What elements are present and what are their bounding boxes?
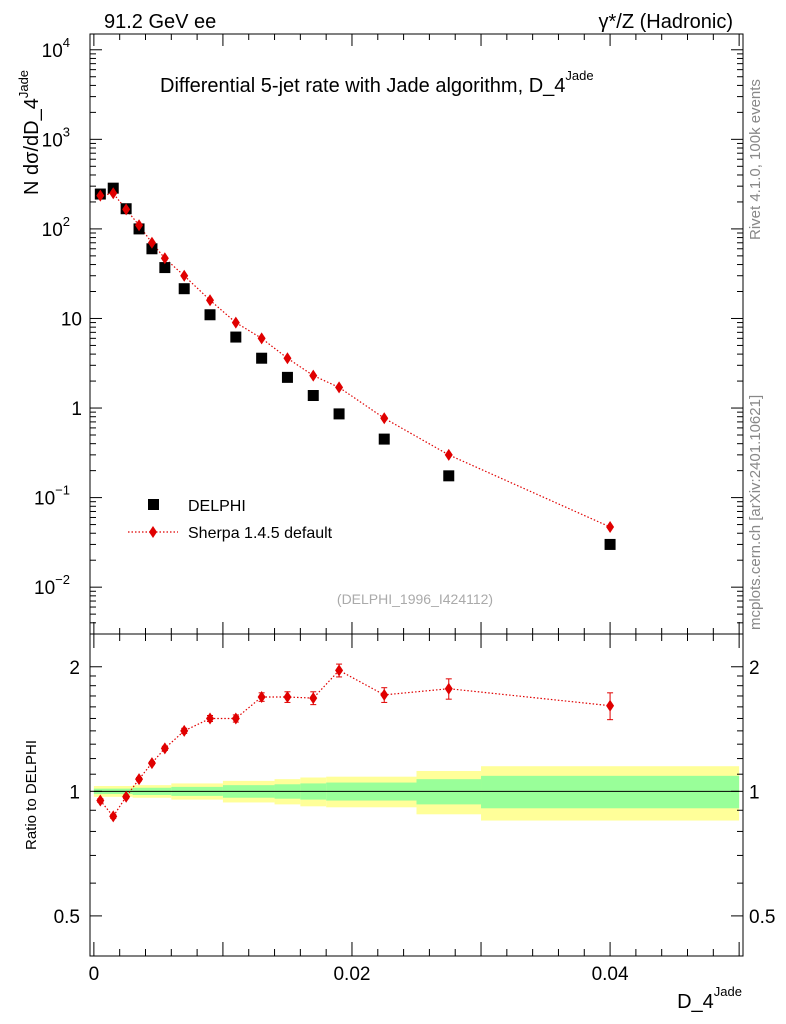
mc-point-marker <box>257 332 266 345</box>
ratio-point-marker <box>257 691 266 704</box>
main-y-tick-label: 104 <box>42 35 70 62</box>
header-energy-label: 91.2 GeV ee <box>104 11 216 33</box>
legend-mc-marker <box>149 526 157 538</box>
mc-point-marker <box>109 187 118 200</box>
main-title-sup: Jade <box>565 68 593 83</box>
main-y-tick-label-base: 1 <box>71 399 82 420</box>
mc-point-marker <box>206 294 215 307</box>
ratio-y-tick-label-right: 0.5 <box>749 907 775 928</box>
main-y-tick-label-base: 10 <box>42 220 63 241</box>
data-point-marker <box>256 352 268 364</box>
main-y-tick-label-exp: 3 <box>63 124 70 139</box>
ratio-uncertainty-band-inner <box>481 775 740 809</box>
mc-point-marker <box>606 520 615 533</box>
ratio-point-marker <box>180 724 189 737</box>
x-axis-label-text: D_4 <box>677 991 714 1013</box>
main-y-tick-label-exp: −2 <box>55 572 70 587</box>
data-point-marker <box>281 371 293 383</box>
main-y-tick-label: 10 <box>61 309 82 330</box>
ratio-point-marker <box>109 810 118 823</box>
main-y-tick-label-base: 10 <box>34 578 55 599</box>
mcplots-label: mcplots.cern.ch [arXiv:2401.10621] <box>747 395 764 630</box>
mc-point-marker <box>444 448 453 461</box>
main-y-axis-label-sup: Jade <box>16 70 31 98</box>
x-axis-label-sup: Jade <box>714 984 742 999</box>
mc-series-line <box>100 192 611 528</box>
ratio-panel: 0.5 0.5 1 1 2 2 0 0.02 0.04 Ratio to DELPHI D_4J… <box>23 633 775 1013</box>
main-y-tick-label-base: 10 <box>61 309 82 330</box>
main-title: Differential 5-jet rate with Jade algori… <box>160 68 594 97</box>
mc-point-marker <box>335 381 344 394</box>
data-point-marker <box>604 538 616 550</box>
main-y-tick-label: 102 <box>42 214 70 241</box>
main-y-tick-label: 10−2 <box>34 572 70 599</box>
ratio-point-marker <box>206 712 215 725</box>
data-point-marker <box>307 390 319 402</box>
ratio-point-marker <box>135 773 144 786</box>
mc-point-marker <box>96 189 105 202</box>
ratio-y-tick-label-left: 2 <box>69 658 80 679</box>
ratio-point-marker <box>283 691 292 704</box>
main-y-tick-label-exp: 4 <box>63 35 70 50</box>
data-point-marker <box>159 262 171 274</box>
ratio-point-marker <box>380 688 389 701</box>
legend-mc-label: Sherpa 1.4.5 default <box>188 525 333 542</box>
ratio-y-tick-label-right: 1 <box>749 782 760 803</box>
main-y-axis-label-text: N dσ/dD_4 <box>21 98 43 195</box>
ratio-point-marker <box>231 712 240 725</box>
mc-point-marker <box>180 269 189 282</box>
mc-point-marker <box>380 412 389 425</box>
ratio-point-marker <box>335 664 344 677</box>
x-tick-label: 0 <box>89 964 100 985</box>
data-point-marker <box>178 283 190 295</box>
ratio-point-marker <box>444 682 453 695</box>
mc-point-marker <box>160 252 169 265</box>
data-point-marker <box>230 331 242 343</box>
header-process-label: γ*/Z (Hadronic) <box>599 11 733 33</box>
ratio-point-marker <box>122 790 131 803</box>
legend-data-label: DELPHI <box>188 498 246 515</box>
mc-point-marker <box>135 219 144 232</box>
x-axis-label: D_4Jade <box>677 984 742 1013</box>
analysis-id-annotation: (DELPHI_1996_I424112) <box>337 591 493 607</box>
ratio-point-marker <box>160 742 169 755</box>
x-tick-label: 0.04 <box>592 964 629 985</box>
legend-data-marker <box>148 499 159 510</box>
main-y-tick-label-exp: −1 <box>55 483 70 498</box>
mc-point-marker <box>147 236 156 249</box>
mc-point-marker <box>283 352 292 365</box>
data-point-marker <box>378 433 390 445</box>
mc-point-marker <box>122 203 131 216</box>
data-point-marker <box>333 408 345 420</box>
ratio-point-marker <box>606 699 615 712</box>
main-y-tick-label: 1 <box>71 399 82 420</box>
main-y-tick-label: 10−1 <box>34 483 70 510</box>
ratio-y-axis-label: Ratio to DELPHI <box>23 740 40 850</box>
data-point-marker <box>204 309 216 321</box>
main-frame <box>89 33 744 635</box>
ratio-frame <box>89 633 744 957</box>
ratio-point-marker <box>309 692 318 705</box>
main-title-text: Differential 5-jet rate with Jade algori… <box>160 75 565 97</box>
main-y-tick-label-base: 10 <box>42 41 63 62</box>
ratio-y-tick-label-left: 0.5 <box>54 907 80 928</box>
legend: DELPHI Sherpa 1.4.5 default <box>128 498 333 542</box>
mc-point-marker <box>231 316 240 329</box>
main-y-tick-label-exp: 2 <box>63 214 70 229</box>
x-tick-label: 0.02 <box>333 964 370 985</box>
main-y-tick-label: 103 <box>42 124 70 151</box>
ratio-point-marker <box>96 794 105 807</box>
rivet-version-label: Rivet 4.1.0, 100k events <box>747 79 764 240</box>
mc-point-marker <box>309 369 318 382</box>
data-point-marker <box>443 470 455 482</box>
main-y-tick-label-base: 10 <box>34 489 55 510</box>
main-y-tick-label-base: 10 <box>42 130 63 151</box>
ratio-point-marker <box>147 757 156 770</box>
main-y-axis-label: N dσ/dD_4Jade <box>16 70 43 195</box>
ratio-y-tick-label-left: 1 <box>69 782 80 803</box>
ratio-y-tick-label-right: 2 <box>749 658 760 679</box>
